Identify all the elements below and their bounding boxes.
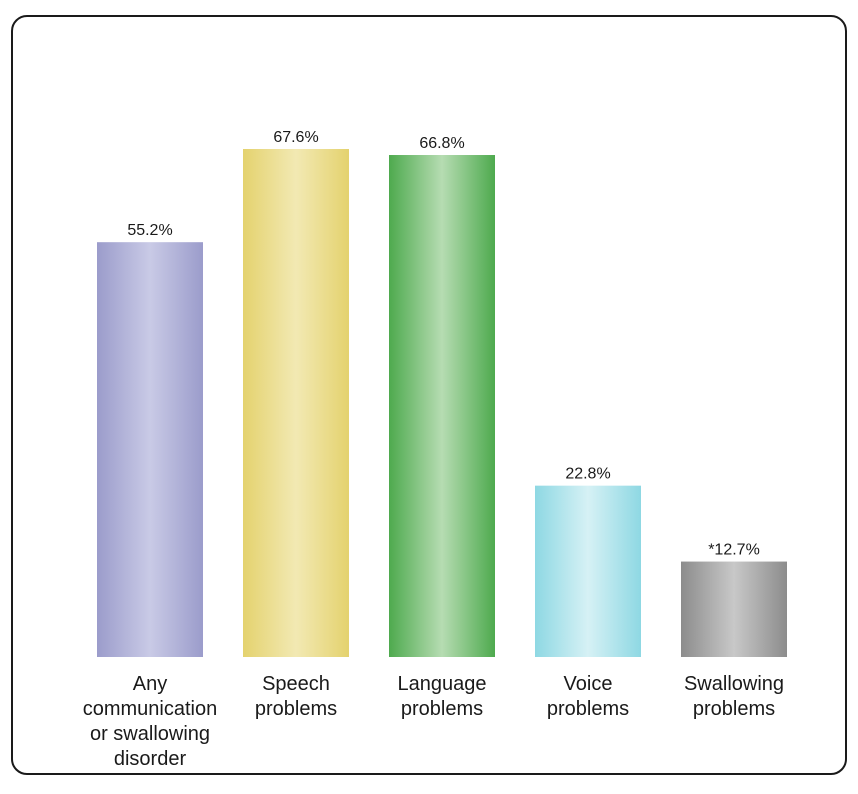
category-label-4: Voice problems [547, 673, 629, 720]
category-label-2: Speech problems [255, 673, 337, 720]
bar-3 [389, 155, 495, 657]
category-label-line: problems [401, 698, 483, 720]
data-label-1: 55.2% [127, 222, 172, 239]
category-label-line: Any [133, 673, 167, 695]
data-label-2: 67.6% [273, 129, 318, 146]
data-label-4: 22.8% [565, 466, 610, 483]
data-label-3: 66.8% [419, 135, 464, 152]
category-label-line: problems [693, 698, 775, 720]
bar-2 [243, 149, 349, 657]
bar-5 [681, 561, 787, 657]
category-label-line: Speech [262, 673, 330, 695]
category-label-line: communication [83, 698, 218, 720]
category-label-1: Any communication or swallowing disorder [83, 673, 218, 770]
category-labels-layer: Any communication or swallowing disorder Spe… [83, 673, 784, 770]
bar-1 [97, 242, 203, 658]
bars-layer [97, 149, 787, 658]
data-label-5: *12.7% [708, 542, 760, 559]
data-labels-layer: 55.2% 67.6% 66.8% 22.8% *12.7% [127, 129, 759, 559]
category-label-line: Voice [564, 673, 613, 695]
category-label-line: disorder [114, 748, 187, 770]
category-label-5: Swallowing problems [684, 673, 784, 720]
category-label-line: or swallowing [90, 723, 210, 745]
category-label-line: problems [255, 698, 337, 720]
category-label-3: Language problems [398, 673, 487, 720]
bar-4 [535, 485, 641, 657]
category-label-line: Swallowing [684, 673, 784, 695]
category-label-line: problems [547, 698, 629, 720]
category-label-line: Language [398, 673, 487, 695]
